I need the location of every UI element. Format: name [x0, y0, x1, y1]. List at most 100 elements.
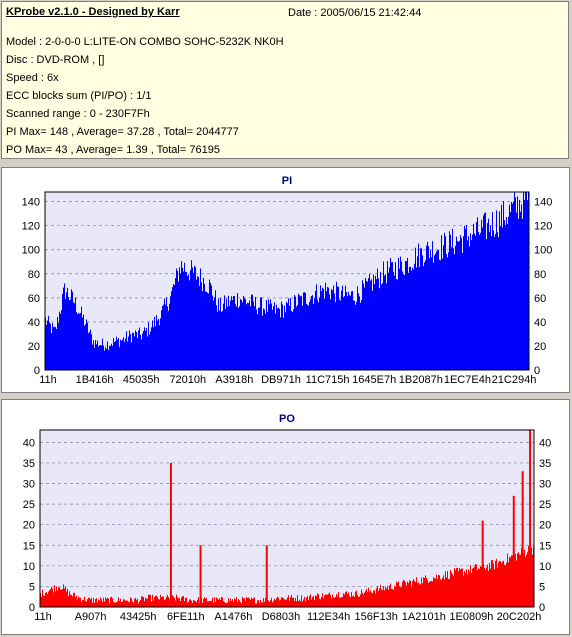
ecc-line: ECC blocks sum (PI/PO) : 1/1 [6, 90, 152, 102]
data-bar [349, 295, 350, 370]
data-bar [412, 267, 413, 370]
data-bar [153, 600, 154, 607]
data-bar [473, 223, 474, 370]
data-bar [230, 300, 231, 370]
data-bar [486, 239, 487, 370]
model-line: Model : 2-0-0-0 L:LITE-ON COMBO SOHC-523… [6, 36, 284, 48]
data-bar [147, 336, 148, 370]
y-tick-label-right: 30 [539, 479, 551, 491]
data-bar [532, 554, 533, 607]
data-bar [352, 291, 353, 370]
data-bar [348, 592, 349, 607]
data-bar [314, 599, 315, 607]
data-bar [492, 212, 493, 370]
x-tick-label: 1645E7h [352, 374, 396, 386]
data-bar [519, 554, 520, 607]
data-bar [205, 291, 206, 370]
data-bar [525, 192, 526, 370]
y-tick-label-left: 40 [28, 317, 40, 329]
data-bar [518, 218, 519, 370]
data-bar [73, 593, 74, 607]
data-bar [476, 564, 477, 607]
data-bar [316, 595, 317, 607]
data-bar [477, 570, 478, 607]
data-bar [403, 579, 404, 607]
data-bar [338, 286, 339, 370]
data-bar [524, 199, 525, 370]
data-bar [450, 570, 451, 607]
data-bar [218, 298, 219, 370]
data-bar [487, 564, 488, 607]
data-bar [398, 257, 399, 370]
data-bar [443, 245, 444, 370]
data-bar [390, 257, 391, 370]
data-bar [167, 594, 168, 607]
data-bar [184, 601, 185, 607]
data-bar [144, 327, 145, 370]
data-bar [478, 231, 479, 370]
data-bar [172, 595, 173, 607]
data-bar [50, 323, 51, 370]
data-bar [311, 599, 312, 607]
data-bar [49, 322, 50, 370]
y-tick-label-left: 60 [28, 293, 40, 305]
data-bar [132, 332, 133, 370]
data-bar [241, 603, 242, 607]
data-bar [194, 265, 195, 370]
data-bar [154, 316, 155, 370]
data-bar [83, 314, 84, 370]
data-bar [59, 311, 60, 370]
data-bar [520, 211, 521, 370]
data-bar [229, 601, 230, 607]
data-bar [343, 593, 344, 607]
x-tick-label: 11C715h [306, 374, 350, 386]
data-bar [519, 199, 520, 370]
data-bar [99, 345, 100, 370]
data-bar [479, 569, 480, 607]
data-bar [380, 584, 381, 607]
data-bar [121, 340, 122, 370]
x-tick-label: 45035h [123, 374, 160, 386]
data-bar [500, 225, 501, 370]
data-bar [467, 574, 468, 607]
data-bar [138, 603, 139, 607]
data-bar [384, 590, 385, 607]
data-bar [160, 594, 161, 607]
data-bar [460, 235, 461, 370]
data-bar [295, 296, 296, 370]
data-bar [484, 567, 485, 607]
data-bar [493, 563, 494, 607]
data-bar [164, 600, 165, 607]
data-bar [309, 596, 310, 607]
data-bar [293, 309, 294, 370]
data-bar [255, 603, 256, 607]
data-bar [223, 601, 224, 607]
data-bar [292, 597, 293, 607]
data-bar [242, 596, 243, 607]
data-spike [529, 430, 532, 607]
data-bar [180, 601, 181, 607]
data-bar [512, 203, 513, 370]
data-bar [326, 291, 327, 370]
x-tick-label: 1EC7E4h [444, 374, 491, 386]
data-bar [433, 577, 434, 607]
data-bar [101, 599, 102, 607]
data-bar [482, 227, 483, 370]
data-bar [169, 598, 170, 607]
data-bar [221, 311, 222, 370]
data-bar [302, 305, 303, 370]
data-bar [299, 599, 300, 607]
data-bar [299, 295, 300, 370]
data-bar [339, 299, 340, 370]
data-bar [391, 588, 392, 607]
data-bar [132, 601, 133, 607]
data-bar [502, 561, 503, 607]
data-bar [215, 601, 216, 607]
data-bar [447, 257, 448, 370]
speed-line: Speed : 6x [6, 72, 59, 84]
data-bar [183, 271, 184, 370]
data-bar [58, 587, 59, 607]
data-bar [191, 600, 192, 607]
y-tick-label-right: 10 [539, 561, 551, 573]
data-bar [61, 589, 62, 607]
